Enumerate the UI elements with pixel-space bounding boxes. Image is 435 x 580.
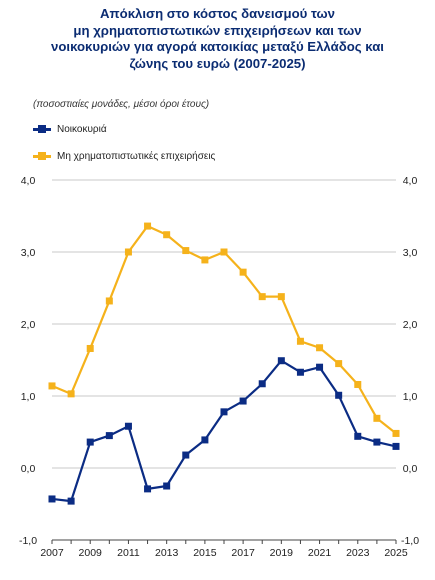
y-tick-label-right: 2,0 (403, 319, 418, 331)
data-point-households (182, 451, 190, 459)
data-point-nfc (277, 293, 285, 301)
y-tick-label-left: 1,0 (21, 391, 36, 403)
data-point-nfc (163, 231, 171, 239)
title-line: ζώνης του ευρώ (2007-2025) (129, 55, 306, 71)
legend-swatch-households (33, 125, 51, 133)
y-tick-label-right: 4,0 (403, 175, 418, 187)
series-line-nfc (51, 224, 397, 435)
x-tick-label: 2025 (384, 547, 408, 559)
y-tick-label-left: 2,0 (21, 319, 36, 331)
data-point-nfc (354, 380, 362, 388)
data-point-nfc (182, 247, 190, 255)
data-point-households (335, 391, 343, 399)
title-line: μη χρηματοπιστωτικών επιχειρήσεων και τω… (73, 22, 362, 38)
legend-swatch-nfc (33, 152, 51, 160)
data-point-households (258, 380, 266, 388)
title-line: νοικοκυριών για αγορά κατοικίας μεταξύ Ε… (51, 39, 384, 54)
y-tick-label-left: 4,0 (21, 175, 36, 187)
chart-title: Απόκλιση στο κόστος δανεισμού των μη χρη… (10, 6, 425, 72)
data-point-households (163, 482, 171, 490)
data-point-nfc (316, 344, 324, 352)
data-point-households (201, 436, 209, 444)
series-line-households (51, 359, 397, 503)
data-point-nfc (335, 360, 343, 368)
x-tick-label: 2015 (193, 547, 217, 559)
data-point-nfc (392, 429, 400, 437)
data-point-households (316, 363, 324, 371)
x-tick-label: 2011 (117, 547, 140, 559)
x-tick-label: 2021 (308, 547, 332, 559)
data-point-nfc (239, 268, 247, 276)
legend-label-households: Νοικοκυριά (57, 124, 107, 135)
x-tick-label: 2013 (155, 547, 179, 559)
data-point-nfc (105, 297, 113, 305)
data-point-nfc (144, 222, 152, 230)
x-tick-label: 2009 (79, 547, 103, 559)
y-tick-label-right: -1,0 (401, 535, 419, 547)
data-point-nfc (258, 293, 266, 301)
data-point-nfc (373, 414, 381, 422)
legend-label-nfc: Μη χρηματοπιστωτικές επιχειρήσεις (57, 151, 216, 162)
data-point-nfc (67, 390, 75, 398)
data-point-nfc (124, 248, 132, 256)
data-point-households (105, 432, 113, 440)
data-point-households (277, 357, 285, 365)
y-tick-label-left: 3,0 (21, 247, 36, 259)
data-point-households (124, 422, 132, 430)
data-point-nfc (220, 248, 228, 256)
x-tick-label: 2017 (231, 547, 255, 559)
data-point-households (239, 397, 247, 405)
data-point-households (48, 495, 56, 503)
data-point-households (144, 485, 152, 493)
data-point-households (373, 438, 381, 446)
y-tick-label-left: 0,0 (21, 463, 36, 475)
data-point-households (86, 438, 94, 446)
x-tick-label: 2019 (270, 547, 294, 559)
y-tick-label-left: -1,0 (19, 535, 37, 547)
data-point-nfc (86, 344, 94, 352)
data-point-households (296, 368, 304, 376)
data-point-nfc (296, 337, 304, 345)
data-point-households (67, 497, 75, 505)
data-point-households (392, 442, 400, 450)
y-tick-label-right: 0,0 (403, 463, 418, 475)
x-tick-label: 2007 (40, 547, 64, 559)
x-tick-label: 2023 (346, 547, 370, 559)
y-tick-label-right: 3,0 (403, 247, 418, 259)
data-point-households (220, 408, 228, 416)
legend-item-nfc: Μη χρηματοπιστωτικές επιχειρήσεις (33, 151, 215, 162)
data-point-nfc (48, 382, 56, 390)
chart-subtitle: (ποσοστιαίες μονάδες, μέσοι όροι έτους) (33, 99, 210, 110)
data-point-nfc (201, 256, 209, 264)
y-tick-label-right: 1,0 (403, 391, 418, 403)
legend-item-households: Νοικοκυριά (33, 124, 107, 135)
title-line: Απόκλιση στο κόστος δανεισμού των (100, 6, 335, 21)
data-point-households (354, 432, 362, 440)
